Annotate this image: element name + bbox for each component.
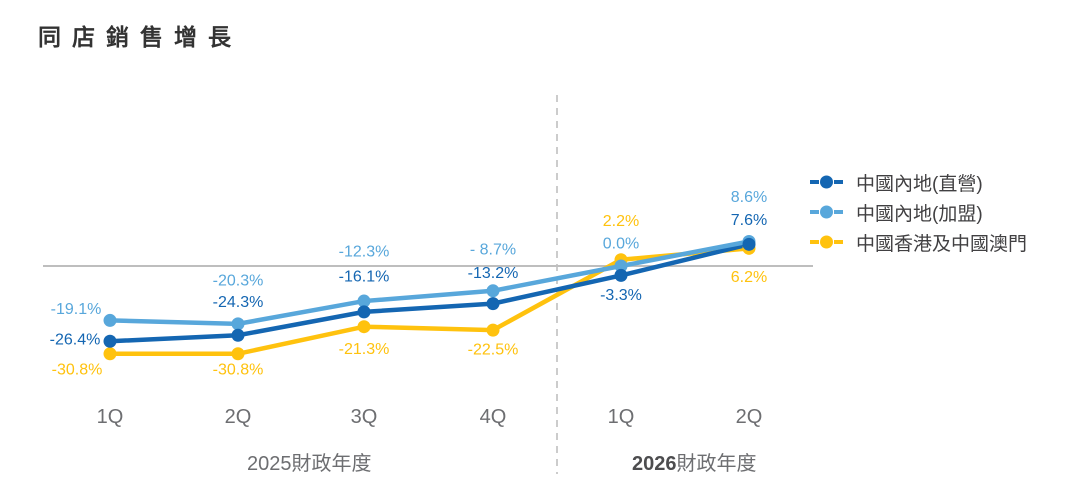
- fiscal-year-2026-label: 2026財政年度: [632, 447, 757, 476]
- point-label: -19.1%: [51, 301, 102, 318]
- legend-item-1: 中國內地(加盟): [810, 197, 1027, 227]
- point-label: -26.4%: [50, 332, 101, 349]
- point-label: -16.1%: [339, 268, 390, 285]
- data-point: [103, 313, 117, 327]
- x-tick-label: 1Q: [607, 406, 635, 428]
- data-point: [486, 323, 500, 337]
- data-point: [231, 347, 245, 361]
- x-tick-label: 1Q: [96, 406, 124, 428]
- point-label: 0.0%: [603, 236, 639, 253]
- point-label: -24.3%: [213, 294, 264, 311]
- data-point: [486, 297, 500, 311]
- data-point: [742, 237, 756, 251]
- point-label: -22.5%: [468, 342, 519, 359]
- series-dots: [103, 234, 756, 361]
- x-tick-label: 3Q: [350, 406, 378, 428]
- series-line-2: [110, 246, 750, 357]
- data-point: [103, 334, 117, 348]
- legend-label: 中國內地(加盟): [856, 203, 983, 225]
- x-tick-label: 2Q: [224, 406, 252, 428]
- series-lines: [109, 239, 750, 357]
- data-point: [614, 259, 628, 273]
- point-label: 2.2%: [603, 213, 639, 230]
- point-label: -13.2%: [468, 265, 519, 282]
- series-line-0: [109, 242, 750, 344]
- fiscal-year-2026-bold: 2026: [632, 453, 677, 475]
- x-tick-label: 2Q: [735, 406, 763, 428]
- legend-marker-icon: [810, 235, 843, 249]
- point-label: -12.3%: [339, 244, 390, 261]
- fiscal-year-2025-label: 2025財政年度: [247, 447, 372, 476]
- point-label: -30.8%: [52, 361, 103, 378]
- data-point: [231, 328, 245, 342]
- point-label: -3.3%: [600, 287, 642, 304]
- chart-title: 同店銷售增長: [38, 24, 242, 50]
- series-line-1: [109, 239, 750, 327]
- legend-label: 中國香港及中國澳門: [856, 233, 1028, 255]
- point-label: -20.3%: [213, 272, 264, 289]
- legend-marker-icon: [810, 205, 843, 219]
- point-label: -21.3%: [339, 341, 390, 358]
- data-point: [357, 320, 371, 334]
- data-point: [614, 268, 628, 282]
- data-point: [357, 305, 371, 319]
- point-label: -30.8%: [213, 361, 264, 378]
- fiscal-year-2026-text: 財政年度: [676, 453, 757, 475]
- legend-item-0: 中國內地(直營): [810, 167, 1027, 197]
- legend-label: 中國內地(直營): [856, 173, 983, 195]
- point-label: - 8.7%: [470, 241, 516, 258]
- point-label: 8.6%: [731, 189, 767, 206]
- legend-item-2: 中國香港及中國澳門: [810, 227, 1027, 257]
- point-label: 6.2%: [731, 269, 767, 286]
- point-label: 7.6%: [731, 212, 767, 229]
- legend-marker-icon: [810, 175, 843, 189]
- x-tick-label: 4Q: [479, 406, 507, 428]
- data-point: [486, 284, 500, 298]
- data-point: [231, 317, 245, 331]
- fiscal-year-2025-text: 2025財政年度: [247, 453, 372, 475]
- legend: 中國內地(直營) 中國內地(加盟) 中國香港及中國澳門: [810, 167, 1027, 257]
- data-point: [103, 347, 117, 361]
- data-point: [357, 294, 371, 308]
- point-labels: -26.4% -24.3% -16.1% -13.2% -3.3% 7.6% -19.1% -…: [50, 189, 768, 378]
